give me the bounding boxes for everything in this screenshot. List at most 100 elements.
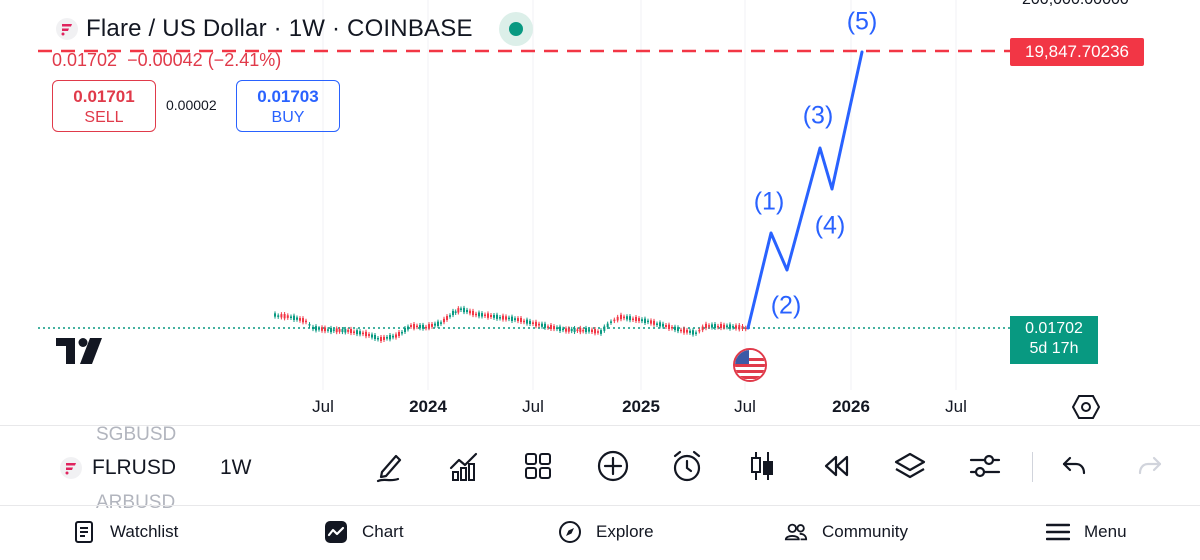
- candle: [532, 322, 534, 325]
- tradingview-logo-icon[interactable]: [56, 338, 104, 369]
- candle: [535, 321, 537, 327]
- candles-icon[interactable]: [744, 448, 780, 484]
- nav-chart[interactable]: Chart: [324, 520, 404, 544]
- bottom-navigation: Watchlist Chart Explore Community Menu: [0, 505, 1200, 560]
- candle: [668, 324, 670, 329]
- wave-label-3: (3): [802, 101, 834, 130]
- candle: [422, 324, 424, 329]
- candle: [502, 315, 504, 320]
- sell-button[interactable]: 0.01701 SELL: [52, 80, 156, 132]
- market-status-icon[interactable]: [498, 12, 533, 46]
- nav-watchlist-label: Watchlist: [110, 522, 179, 541]
- candle: [449, 315, 451, 317]
- candle: [680, 329, 682, 332]
- current-price: 0.01702: [1025, 320, 1083, 337]
- nav-menu[interactable]: Menu: [1046, 520, 1127, 544]
- candle: [383, 336, 385, 340]
- add-icon[interactable]: [595, 448, 631, 484]
- candle: [562, 328, 564, 331]
- candle: [318, 328, 320, 330]
- candle: [419, 324, 421, 329]
- candle: [457, 308, 460, 313]
- candle: [293, 315, 295, 320]
- candle: [720, 323, 722, 329]
- candle: [469, 310, 471, 314]
- current-price-label[interactable]: 0.01702 5d 17h: [1010, 316, 1098, 364]
- candle: [452, 310, 454, 316]
- candle: [550, 324, 552, 330]
- flare-logo-icon: [56, 18, 78, 40]
- ghost-symbol-below[interactable]: ARBUSD: [96, 492, 176, 513]
- candle: [594, 329, 596, 334]
- scale-settings-icon[interactable]: [1071, 394, 1101, 420]
- candle: [517, 318, 519, 322]
- nav-community[interactable]: Community: [784, 520, 908, 544]
- chart-canvas[interactable]: [0, 0, 1200, 425]
- candle: [559, 326, 561, 331]
- candle: [308, 324, 311, 326]
- undo-icon[interactable]: [1056, 448, 1092, 484]
- interval-selector[interactable]: 1W: [220, 456, 252, 479]
- replay-icon[interactable]: [818, 448, 854, 484]
- candle: [490, 314, 492, 318]
- us-event-flag-icon[interactable]: [733, 348, 767, 382]
- candle: [425, 326, 427, 329]
- nav-watchlist[interactable]: Watchlist: [72, 520, 178, 544]
- candle: [603, 326, 606, 331]
- draw-icon[interactable]: [372, 448, 408, 484]
- layouts-icon[interactable]: [520, 448, 556, 484]
- candle: [613, 319, 616, 322]
- candle: [708, 325, 710, 327]
- candle: [735, 325, 737, 329]
- explore-icon: [558, 520, 582, 544]
- candle: [347, 329, 350, 332]
- candle: [389, 335, 391, 340]
- watchlist-icon: [72, 520, 96, 544]
- candle: [410, 325, 412, 327]
- candle: [330, 327, 332, 333]
- layers-icon[interactable]: [892, 448, 928, 484]
- nav-explore[interactable]: Explore: [558, 520, 654, 544]
- buy-price: 0.01703: [257, 87, 319, 106]
- candle: [674, 326, 676, 331]
- ghost-symbol-above[interactable]: SGBUSD: [96, 424, 177, 445]
- chart-area[interactable]: Flare / US Dollar · 1W · COINBASE 0.0170…: [0, 0, 1200, 425]
- buy-button[interactable]: 0.01703 BUY: [236, 80, 340, 132]
- candle: [496, 314, 498, 319]
- settings-icon[interactable]: [967, 448, 1003, 484]
- candle: [629, 316, 631, 321]
- candle: [576, 329, 579, 331]
- candle: [365, 331, 367, 337]
- candle: [413, 324, 415, 329]
- redo-icon[interactable]: [1132, 448, 1168, 484]
- elliott-wave-line: [746, 50, 864, 330]
- candle: [487, 313, 489, 318]
- x-tick-label: 2025: [622, 397, 660, 416]
- x-tick-label: 2024: [409, 397, 447, 416]
- target-price-label[interactable]: 19,847.70236: [1010, 38, 1144, 66]
- candle: [481, 313, 483, 317]
- candle: [371, 334, 373, 338]
- candle: [692, 330, 694, 335]
- wave-label-1: (1): [753, 187, 785, 216]
- candle: [321, 327, 323, 331]
- candle: [732, 326, 734, 328]
- indicators-icon[interactable]: [446, 448, 482, 484]
- candle: [428, 324, 430, 329]
- candle: [341, 329, 344, 333]
- alert-icon[interactable]: [669, 448, 705, 484]
- symbol-selector[interactable]: FLRUSD: [60, 456, 176, 480]
- candle: [356, 330, 358, 335]
- menu-icon: [1046, 520, 1070, 544]
- candle: [353, 331, 355, 333]
- wave-label-5: (5): [846, 7, 878, 36]
- candle: [538, 323, 540, 326]
- candle: [698, 329, 701, 332]
- candle: [556, 327, 558, 330]
- candle: [286, 315, 289, 318]
- candle: [689, 330, 691, 333]
- wave-label-2: (2): [770, 291, 802, 320]
- x-tick-label: Jul: [734, 397, 756, 416]
- price-change-percent: (−2.41%): [207, 50, 282, 70]
- symbol-title[interactable]: Flare / US Dollar · 1W · COINBASE: [86, 15, 473, 42]
